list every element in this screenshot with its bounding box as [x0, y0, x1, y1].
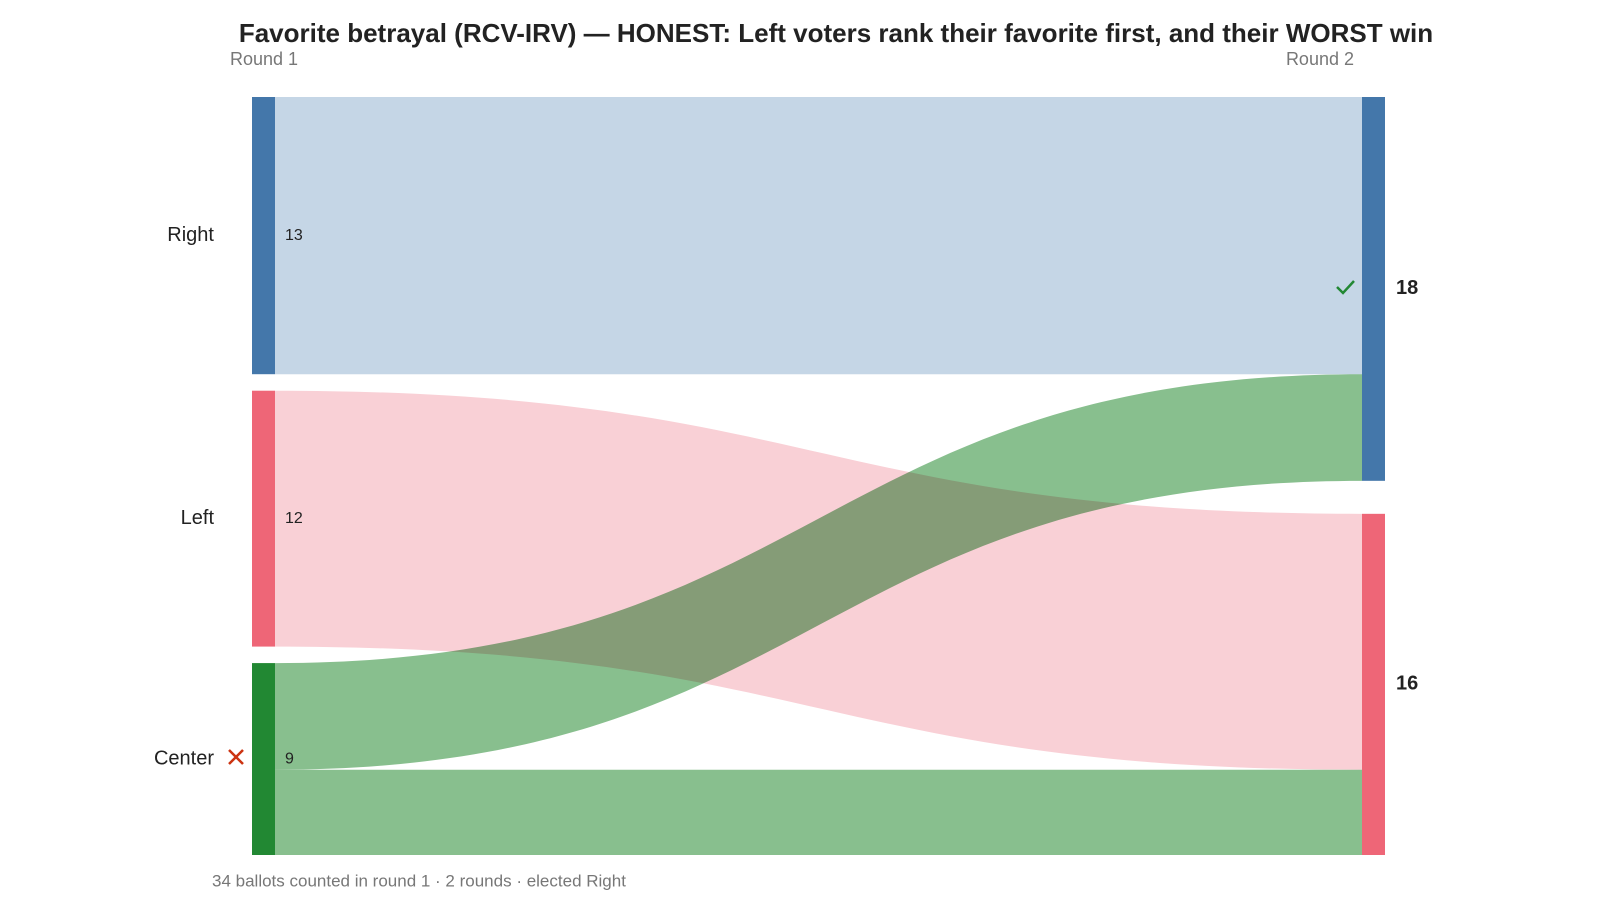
- value-label: 9: [285, 750, 294, 767]
- round-label: Round 1: [230, 49, 298, 69]
- node-label: Center: [154, 747, 214, 769]
- nodes: 13 Right 12 Left 9 Center 18 16: [154, 97, 1418, 855]
- flow: [275, 374, 1362, 770]
- node-bar: [252, 97, 275, 375]
- node-bar: [1362, 513, 1385, 855]
- value-label: 16: [1396, 673, 1418, 695]
- node-label: Right: [167, 224, 214, 246]
- round-label: Round 2: [1286, 49, 1354, 69]
- chart-title: Favorite betrayal (RCV-IRV) — HONEST: Le…: [239, 18, 1433, 48]
- flow: [275, 769, 1362, 855]
- value-label: 13: [285, 227, 303, 244]
- footer: 34 ballots counted in round 1 · 2 rounds…: [212, 871, 626, 890]
- links: [275, 97, 1362, 855]
- node-bar: [1362, 97, 1385, 481]
- node-bar: [252, 663, 275, 855]
- value-label: 12: [285, 510, 303, 527]
- elected-icon: [1336, 280, 1355, 295]
- value-label: 18: [1396, 277, 1418, 299]
- eliminated-icon: [228, 749, 244, 765]
- flow: [275, 97, 1362, 375]
- node-label: Left: [181, 507, 215, 529]
- node-bar: [252, 390, 275, 647]
